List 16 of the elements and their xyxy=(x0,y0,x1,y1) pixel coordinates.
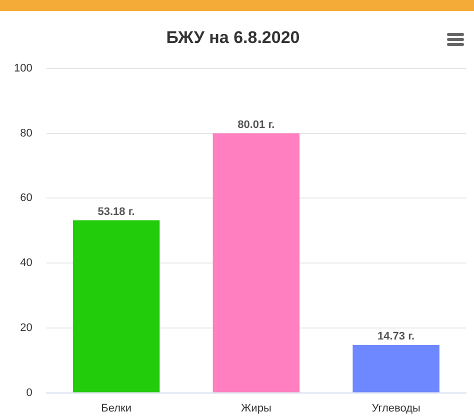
data-label: 53.18 г. xyxy=(98,206,135,218)
y-tick-label: 20 xyxy=(20,322,32,334)
data-label: 80.01 г. xyxy=(238,118,275,131)
chart-title: БЖУ на 6.8.2020 xyxy=(166,28,300,47)
x-tick-label: Углеводы xyxy=(372,402,421,414)
y-tick-label: 100 xyxy=(14,62,32,74)
bar xyxy=(352,345,440,392)
y-tick-label: 60 xyxy=(20,192,32,204)
y-tick-label: 80 xyxy=(20,127,32,140)
data-label: 14.73 г. xyxy=(377,330,415,343)
y-tick-label: 0 xyxy=(26,386,32,399)
x-tick-label: Жиры xyxy=(241,402,272,414)
bar xyxy=(72,220,160,392)
x-tick-label: Белки xyxy=(101,402,132,414)
y-tick-label: 40 xyxy=(20,257,32,270)
bar xyxy=(212,133,300,392)
